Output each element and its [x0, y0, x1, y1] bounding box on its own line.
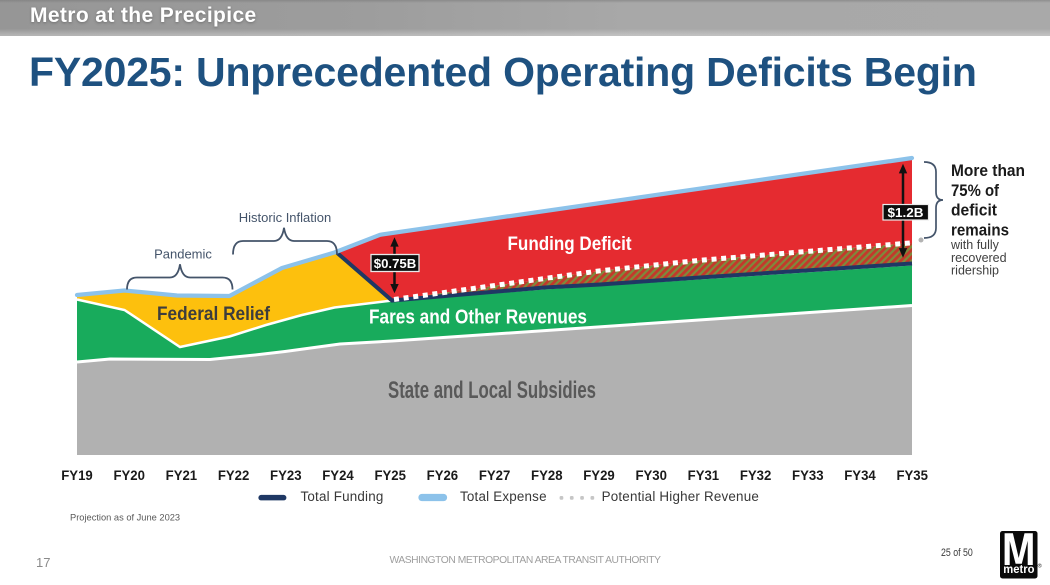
svg-text:Federal Relief: Federal Relief: [157, 304, 271, 325]
svg-text:State and Local Subsidies: State and Local Subsidies: [388, 377, 596, 404]
svg-text:FY25: FY25: [374, 467, 406, 483]
svg-text:Pandemic: Pandemic: [154, 247, 212, 262]
svg-text:FY19: FY19: [61, 467, 93, 483]
svg-text:75% of: 75% of: [951, 182, 999, 200]
svg-text:FY28: FY28: [531, 467, 563, 483]
svg-text:FY31: FY31: [688, 467, 720, 483]
svg-text:FY23: FY23: [270, 467, 302, 483]
svg-text:More than: More than: [951, 162, 1025, 180]
svg-text:Historic Inflation: Historic Inflation: [239, 210, 331, 225]
svg-text:$1.2B: $1.2B: [888, 205, 924, 220]
svg-text:FY34: FY34: [844, 467, 876, 483]
svg-text:Total Funding: Total Funding: [301, 489, 384, 504]
svg-text:deficit: deficit: [951, 202, 997, 220]
svg-text:FY33: FY33: [792, 467, 824, 483]
svg-text:with fully: with fully: [950, 238, 1000, 252]
svg-text:FY32: FY32: [740, 467, 772, 483]
svg-text:Total Expense: Total Expense: [460, 489, 547, 504]
svg-text:recovered: recovered: [951, 251, 1007, 265]
svg-text:Funding Deficit: Funding Deficit: [508, 234, 633, 255]
svg-text:FY30: FY30: [635, 467, 667, 483]
svg-text:metro: metro: [1003, 562, 1034, 576]
svg-text:FY20: FY20: [113, 467, 145, 483]
svg-text:remains: remains: [951, 222, 1009, 240]
svg-text:FY22: FY22: [218, 467, 250, 483]
svg-text:$0.75B: $0.75B: [374, 256, 417, 271]
svg-text:Projection as of June 2023: Projection as of June 2023: [70, 513, 180, 523]
svg-text:Potential Higher Revenue: Potential Higher Revenue: [602, 489, 759, 504]
svg-text:®: ®: [1038, 563, 1042, 570]
svg-text:FY21: FY21: [166, 467, 198, 483]
svg-text:FY27: FY27: [479, 467, 511, 483]
svg-text:FY29: FY29: [583, 467, 615, 483]
svg-text:Fares and Other Revenues: Fares and Other Revenues: [369, 307, 587, 329]
svg-text:FY24: FY24: [322, 467, 354, 483]
svg-text:ridership: ridership: [951, 264, 999, 278]
svg-text:FY35: FY35: [896, 467, 928, 483]
svg-text:FY26: FY26: [427, 467, 459, 483]
